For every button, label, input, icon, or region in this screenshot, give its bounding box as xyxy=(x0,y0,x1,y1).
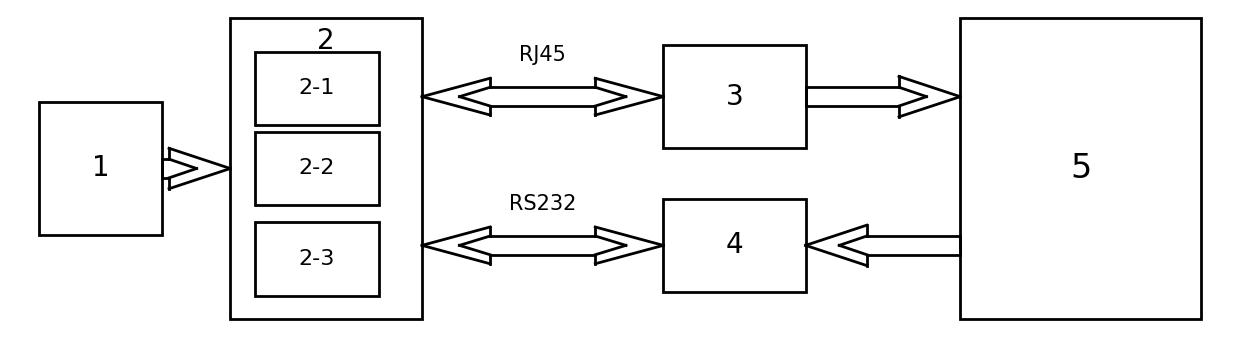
Text: 2-1: 2-1 xyxy=(299,78,335,98)
Bar xyxy=(231,18,422,319)
Bar xyxy=(255,132,378,205)
Text: RS232: RS232 xyxy=(508,194,577,214)
Text: 3: 3 xyxy=(725,83,743,111)
Text: RJ45: RJ45 xyxy=(520,45,567,65)
Text: 2-3: 2-3 xyxy=(299,249,335,269)
Text: 5: 5 xyxy=(1070,152,1091,185)
Bar xyxy=(663,45,806,148)
Bar xyxy=(663,198,806,292)
Bar xyxy=(255,52,378,125)
Text: 1: 1 xyxy=(92,154,109,183)
Text: 2: 2 xyxy=(317,28,335,56)
Bar xyxy=(960,18,1202,319)
Bar xyxy=(38,102,162,235)
Text: 2-2: 2-2 xyxy=(299,158,335,179)
Text: 4: 4 xyxy=(725,232,743,259)
Bar xyxy=(255,222,378,296)
